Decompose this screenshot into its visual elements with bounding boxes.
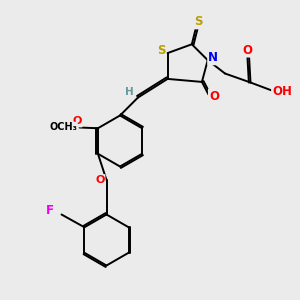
Text: O: O	[95, 175, 105, 185]
Text: OCH₃: OCH₃	[49, 122, 77, 133]
Text: S: S	[157, 44, 165, 57]
Text: OH: OH	[272, 85, 292, 98]
Text: S: S	[194, 15, 202, 28]
Text: O: O	[242, 44, 253, 57]
Text: F: F	[46, 203, 53, 217]
Text: N: N	[208, 51, 218, 64]
Text: H: H	[124, 87, 134, 97]
Text: O: O	[209, 89, 219, 103]
Text: O: O	[72, 116, 82, 127]
